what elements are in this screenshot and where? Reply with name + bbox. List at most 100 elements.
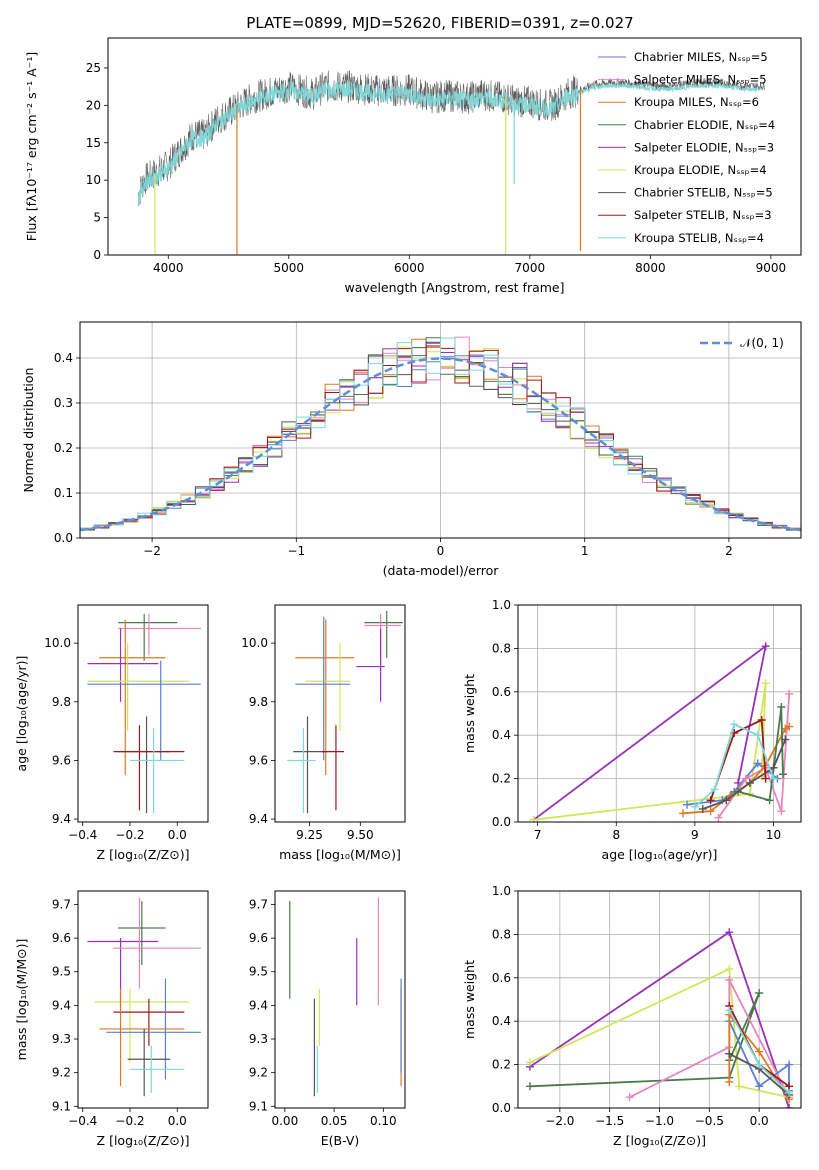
y-tick-label: 0.4	[492, 1014, 511, 1028]
mass-weight-point	[755, 1047, 764, 1056]
mass-weight-point	[722, 796, 731, 805]
mass-weight-point	[785, 722, 794, 731]
y-tick-label: 0.2	[492, 1058, 511, 1072]
mass-weight-point	[777, 807, 786, 816]
plot-area	[87, 613, 201, 814]
y-tick-label: 0.6	[492, 971, 511, 985]
y-axis-label: Flux [fλ10⁻¹⁷ erg cm⁻² s⁻¹ A⁻¹]	[24, 52, 39, 241]
spectrum-model-line	[137, 81, 760, 205]
y-axis-label: mass weight	[462, 960, 477, 1039]
x-tick-label: −0.2	[115, 1114, 144, 1128]
y-tick-label: 0.0	[492, 815, 511, 829]
mass-weight-point	[706, 796, 715, 805]
x-axis-label: Z [log₁₀(Z/Z⊙)]	[613, 1133, 706, 1148]
panel-mw_vs_age: 7 8 9 10 0.0 0.2 0.4 0.6 0.8 1.0 age [log₁₀(age/yr…	[462, 598, 802, 862]
x-axis-label: (data-model)/error	[383, 563, 500, 578]
y-tick-label: 1.0	[492, 598, 511, 612]
x-tick-label: 8	[612, 828, 620, 842]
x-tick-label: 9.25	[296, 828, 323, 842]
x-tick-label: −1.5	[595, 1114, 624, 1128]
legend-label: 𝒩(0, 1)	[740, 336, 784, 350]
x-tick-label: 0	[437, 544, 445, 558]
y-tick-label: 20	[86, 98, 101, 112]
panel-age_vs_mass: 9.25 9.50 9.4 9.6 9.8 10.0 mass [log₁₀(M/M⊙)]	[241, 604, 406, 862]
mass-weight-line	[737, 706, 784, 802]
panel-mass_vs_ebv: 0.00 0.05 0.10 9.1 9.2 9.3 9.4 9.5 9.6 9.7 E(B-V)	[249, 890, 406, 1148]
y-tick-label: 0.4	[492, 728, 511, 742]
panel-age_vs_Z: −0.4 −0.2 0.0 9.4 9.6 9.8 10.0 Z [log₁₀(Z/Z⊙)] a…	[14, 604, 209, 862]
legend-label: Salpeter STELIB, Nₛₛₚ=3	[634, 208, 772, 222]
legend-label: Salpeter MILES, Nₛₛₚ=5	[634, 73, 767, 87]
x-tick-label: 4000	[153, 261, 184, 275]
y-tick-label: 9.4	[52, 812, 71, 826]
y-axis-label: mass [log₁₀(M/M⊙)]	[14, 939, 29, 1061]
y-tick-label: 9.8	[249, 695, 268, 709]
y-tick-label: 9.6	[249, 753, 268, 767]
x-axis-label: mass [log₁₀(M/M⊙)]	[279, 847, 401, 862]
mass-weight-point	[730, 720, 739, 729]
mass-weight-point	[761, 774, 770, 783]
mass-weight-point	[778, 770, 787, 779]
y-tick-label: 9.7	[249, 897, 268, 911]
mass-weight-point	[785, 1104, 794, 1108]
x-tick-label: 0.0	[168, 1114, 187, 1128]
mass-weight-point	[725, 1006, 734, 1015]
x-tick-label: −2	[143, 544, 161, 558]
mass-weight-point	[745, 778, 754, 787]
x-tick-label: 8000	[635, 261, 666, 275]
mass-weight-point	[755, 1060, 764, 1069]
mass-weight-point	[755, 1082, 764, 1091]
legend-label: Chabrier ELODIE, Nₛₛₚ=4	[634, 118, 775, 132]
plot-area	[529, 642, 794, 822]
x-axis-label: age [log₁₀(age/yr)]	[602, 847, 718, 862]
x-tick-label: 0.10	[370, 1114, 397, 1128]
x-tick-label: −2.0	[545, 1114, 574, 1128]
mass-weight-point	[753, 759, 762, 768]
y-tick-label: 1.0	[492, 884, 511, 898]
x-tick-label: 9.50	[347, 828, 374, 842]
mass-weight-point	[755, 988, 764, 997]
y-tick-label: 0.4	[54, 351, 73, 365]
mass-weight-point	[725, 975, 734, 984]
x-tick-label: 0.05	[321, 1114, 348, 1128]
mass-weight-point	[765, 796, 774, 805]
mass-weight-point	[785, 689, 794, 698]
y-tick-label: 9.6	[249, 931, 268, 945]
axes-frame	[77, 890, 209, 1109]
y-tick-label: 9.6	[52, 931, 71, 945]
y-tick-label: 0.3	[54, 396, 73, 410]
x-tick-label: −1.0	[645, 1114, 674, 1128]
y-tick-label: 10	[86, 173, 101, 187]
mass-weight-point	[525, 1082, 534, 1091]
panel-residuals: −2 −1 0 1 2 0.0 0.1 0.2 0.3 0.4 (data-model)/error…	[21, 321, 802, 578]
x-tick-label: −0.4	[68, 1114, 97, 1128]
plot-area	[525, 928, 794, 1108]
legend-label: Chabrier STELIB, Nₛₛₚ=5	[634, 186, 773, 200]
y-tick-label: 0.0	[54, 531, 73, 545]
mass-weight-point	[725, 1077, 734, 1086]
plot-area	[80, 336, 801, 532]
mass-weight-point	[785, 1088, 794, 1097]
mass-weight-point	[529, 815, 538, 822]
mass-weight-point	[679, 809, 688, 818]
x-tick-label: 5000	[274, 261, 305, 275]
y-tick-label: 0.2	[54, 441, 73, 455]
x-tick-label: 9000	[756, 261, 787, 275]
y-tick-label: 9.5	[52, 965, 71, 979]
y-tick-label: 9.8	[52, 695, 71, 709]
legend-label: Salpeter ELODIE, Nₛₛₚ=3	[634, 140, 774, 154]
y-tick-label: 9.4	[249, 812, 268, 826]
x-tick-label: −1	[287, 544, 305, 558]
axes-frame	[517, 604, 802, 823]
histogram-step	[80, 337, 801, 530]
mass-weight-point	[785, 1060, 794, 1069]
legend-label: Kroupa MILES, Nₛₛₚ=6	[634, 95, 759, 109]
y-tick-label: 9.1	[52, 1099, 71, 1113]
legend-label: Chabrier MILES, Nₛₛₚ=5	[634, 50, 768, 64]
y-tick-label: 9.2	[52, 1066, 71, 1080]
axes-frame	[79, 321, 802, 539]
x-tick-label: 7	[534, 828, 542, 842]
plot-area	[289, 897, 402, 1097]
mass-weight-point	[706, 807, 715, 816]
